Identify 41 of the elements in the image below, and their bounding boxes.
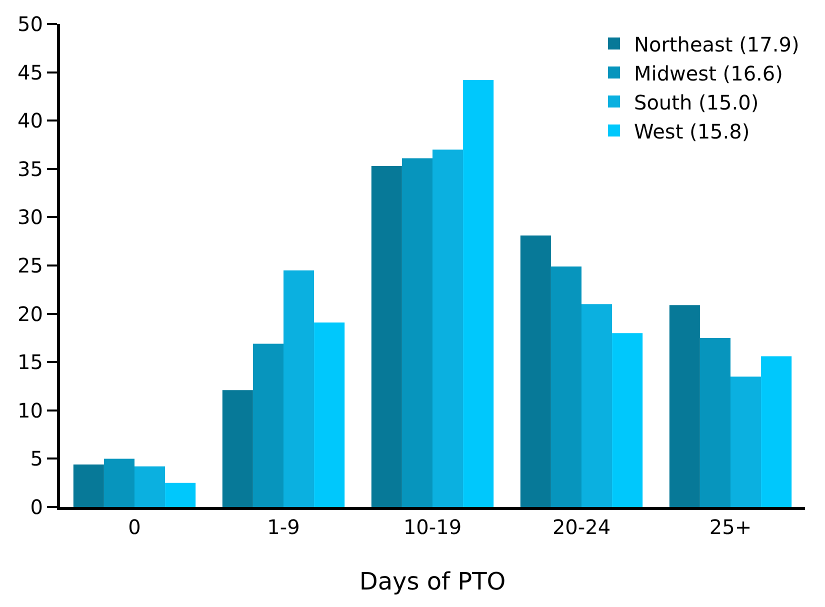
bar xyxy=(432,150,464,507)
y-tick-label: 5 xyxy=(30,446,43,471)
y-tick-label: 35 xyxy=(18,156,43,181)
y-tick-label: 50 xyxy=(18,12,43,36)
bar xyxy=(73,464,104,507)
x-tick-label: 10-19 xyxy=(403,515,462,539)
y-tick-label: 30 xyxy=(18,205,43,230)
bar xyxy=(550,266,582,507)
bar xyxy=(314,322,345,507)
bar xyxy=(463,80,494,507)
bar xyxy=(520,236,551,507)
y-tick-label: 10 xyxy=(18,398,43,422)
bar xyxy=(761,356,792,507)
x-tick-label: 0 xyxy=(128,515,141,539)
y-tick-label: 40 xyxy=(18,108,43,133)
x-axis-title: Days of PTO xyxy=(359,567,506,596)
bar xyxy=(669,305,700,507)
bar xyxy=(371,166,402,507)
bar xyxy=(612,333,643,507)
bar xyxy=(165,482,196,507)
bar xyxy=(582,304,612,507)
legend-label: Northeast (17.9) xyxy=(634,32,800,56)
y-tick-label: 20 xyxy=(18,302,43,326)
bar xyxy=(402,158,432,507)
x-tick-label: 25+ xyxy=(709,515,752,539)
y-tick-label: 45 xyxy=(18,60,43,84)
legend-label: West (15.8) xyxy=(634,119,750,144)
legend-label: South (15.0) xyxy=(634,90,759,114)
y-tick-label: 15 xyxy=(18,350,43,374)
x-tick-label: 1-9 xyxy=(267,515,300,539)
x-tick-label: 20-24 xyxy=(552,515,611,539)
bar xyxy=(134,466,166,507)
y-tick-label: 0 xyxy=(30,495,43,519)
bar xyxy=(222,390,253,507)
bar xyxy=(104,458,134,507)
bar xyxy=(730,376,762,507)
legend-label: Midwest (16.6) xyxy=(634,61,783,86)
bar xyxy=(252,344,284,507)
bar xyxy=(284,270,314,507)
bar xyxy=(700,338,730,507)
y-tick-label: 25 xyxy=(18,254,43,278)
